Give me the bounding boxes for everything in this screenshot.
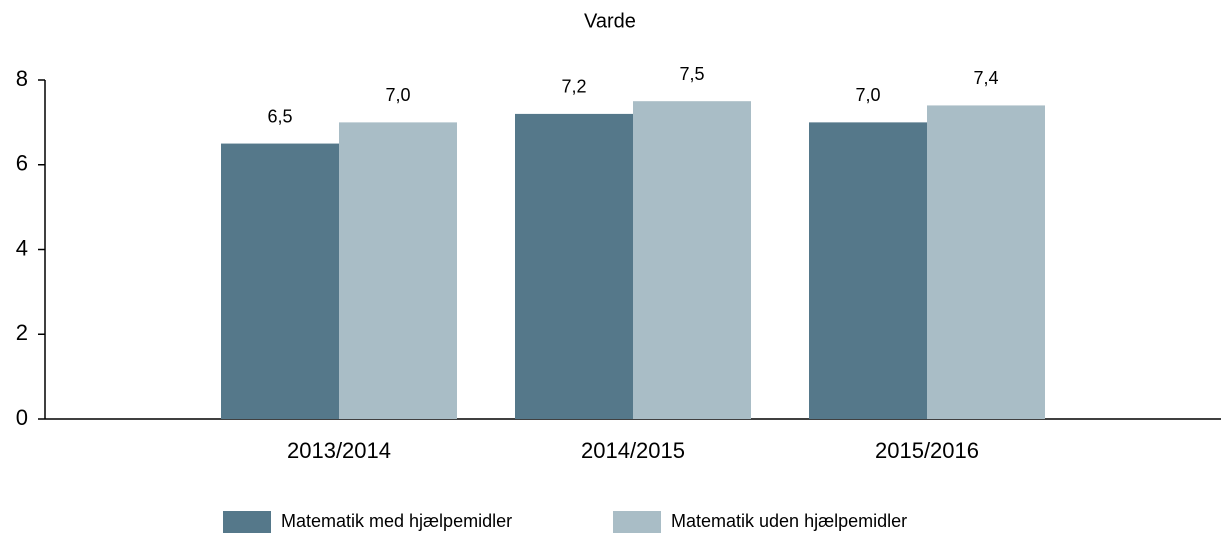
x-tick-label: 2015/2016 [875,438,979,463]
y-tick-label: 4 [16,235,28,260]
value-label: 7,0 [855,85,880,105]
bar [221,143,339,419]
value-label: 7,0 [385,85,410,105]
bar [339,122,457,419]
bar [809,122,927,419]
x-tick-label: 2013/2014 [287,438,391,463]
legend-swatch [613,511,661,533]
value-label: 6,5 [267,106,292,126]
legend-label: Matematik med hjælpemidler [281,511,512,531]
y-tick-label: 6 [16,151,28,176]
y-tick-label: 0 [16,405,28,430]
y-tick-label: 8 [16,66,28,91]
value-label: 7,2 [561,77,586,97]
value-label: 7,5 [679,64,704,84]
legend-label: Matematik uden hjælpemidler [671,511,907,531]
legend-swatch [223,511,271,533]
bar [515,113,633,420]
x-tick-label: 2014/2015 [581,438,685,463]
y-tick-label: 2 [16,320,28,345]
chart-title: Varde [584,10,636,32]
bar [927,105,1045,420]
value-label: 7,4 [973,68,998,88]
bar [633,101,751,419]
